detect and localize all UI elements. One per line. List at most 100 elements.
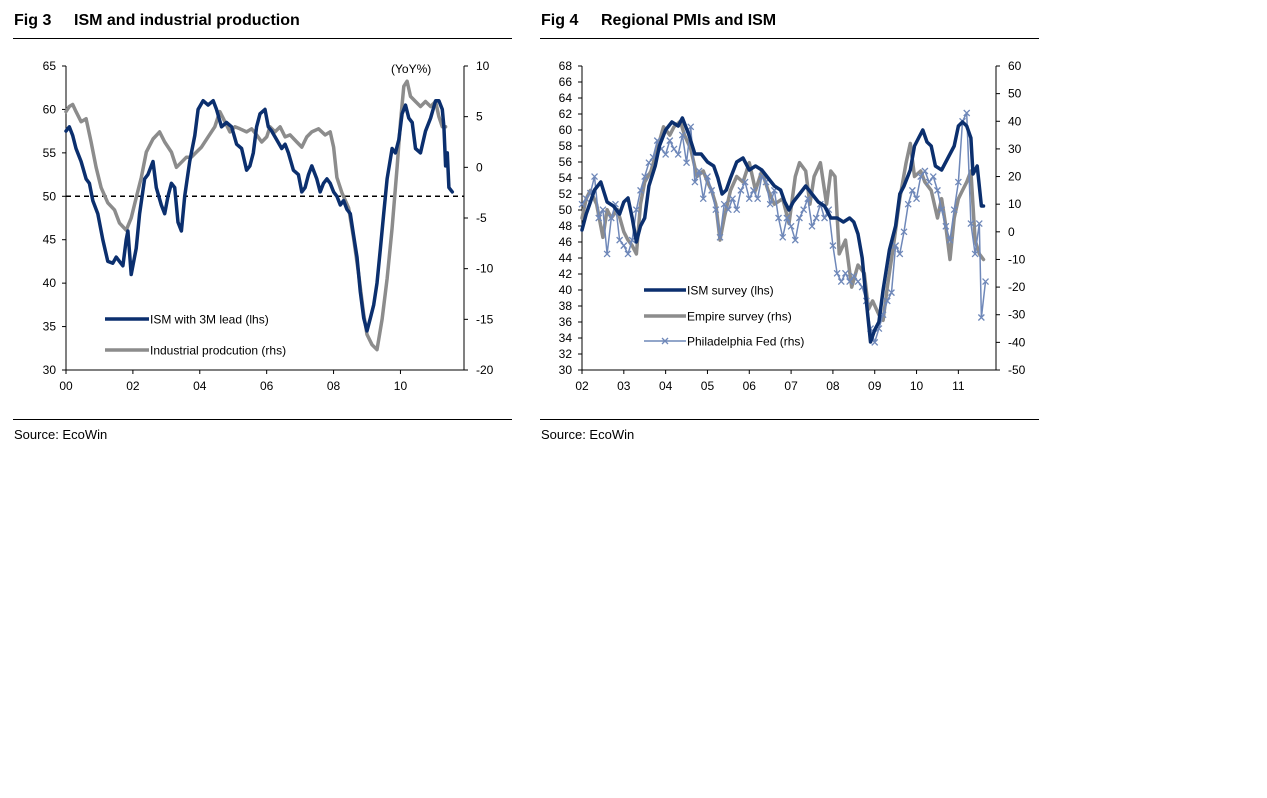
figure-4-chart: 30 32 34 36 38 40 42 44 46 48 50 52 54 56 58 60 62 64 66 68… bbox=[559, 59, 1026, 393]
left-axis-tick-label: 60 bbox=[43, 102, 57, 116]
data-point-marker bbox=[900, 228, 908, 236]
series-line-2 bbox=[64, 79, 448, 352]
legend-label-1: ISM with 3M lead (lhs) bbox=[150, 313, 269, 327]
right-axis-tick-label: -40 bbox=[1008, 335, 1026, 349]
left-axis-tick-label: 56 bbox=[559, 155, 573, 169]
data-point-marker bbox=[854, 278, 862, 286]
data-point-marker bbox=[846, 278, 854, 286]
figure-4-top-rule bbox=[540, 38, 1039, 39]
data-point-marker bbox=[982, 278, 990, 286]
figure-3-bottom-rule bbox=[13, 419, 512, 420]
right-axis-tick-label: -20 bbox=[1008, 280, 1026, 294]
left-axis-tick-label: 32 bbox=[559, 347, 573, 361]
data-point-marker bbox=[925, 178, 933, 186]
left-axis-tick-label: 55 bbox=[43, 146, 57, 160]
legend-marker bbox=[661, 337, 669, 345]
data-point-marker bbox=[800, 206, 808, 214]
right-axis-tick-label: 20 bbox=[1008, 170, 1022, 184]
data-point-marker bbox=[766, 200, 774, 208]
left-axis-tick-label: 50 bbox=[559, 203, 573, 217]
left-axis-tick-label: 35 bbox=[43, 320, 57, 334]
left-axis-tick-label: 46 bbox=[559, 235, 573, 249]
left-axis-tick-label: 52 bbox=[559, 187, 573, 201]
left-axis-tick-label: 62 bbox=[559, 107, 573, 121]
data-point-marker bbox=[729, 195, 737, 203]
left-axis-tick-label: 40 bbox=[43, 276, 57, 290]
data-point-marker bbox=[599, 206, 607, 214]
data-point-marker bbox=[779, 233, 787, 241]
data-point-marker bbox=[977, 314, 985, 321]
data-point-marker bbox=[720, 200, 728, 208]
data-point-marker bbox=[699, 195, 707, 203]
data-point-marker bbox=[695, 167, 703, 175]
left-axis-tick-label: 30 bbox=[43, 363, 57, 377]
right-axis-tick-label: -20 bbox=[476, 363, 494, 377]
x-axis-tick-label: 06 bbox=[743, 379, 757, 393]
data-point-marker bbox=[775, 214, 783, 222]
series-markers-3 bbox=[578, 109, 990, 346]
data-point-marker bbox=[808, 222, 816, 230]
right-axis-tick-label: 10 bbox=[476, 59, 490, 73]
data-point-marker bbox=[603, 250, 611, 258]
x-axis-tick-label: 03 bbox=[617, 379, 631, 393]
left-axis-tick-label: 60 bbox=[559, 123, 573, 137]
data-point-marker bbox=[791, 236, 799, 244]
data-point-marker bbox=[804, 195, 812, 203]
data-point-marker bbox=[850, 272, 858, 280]
left-axis-tick-label: 30 bbox=[559, 363, 573, 377]
right-axis-tick-label: -15 bbox=[476, 312, 494, 326]
right-axis-tick-label: 30 bbox=[1008, 142, 1022, 156]
data-point-marker bbox=[741, 178, 749, 186]
x-axis-tick-label: 07 bbox=[784, 379, 798, 393]
data-point-marker bbox=[946, 236, 954, 244]
left-axis-tick-label: 66 bbox=[559, 75, 573, 89]
data-point-marker bbox=[716, 233, 724, 241]
data-point-marker bbox=[678, 131, 686, 139]
data-point-marker bbox=[670, 145, 678, 153]
figure-4-bottom-rule bbox=[540, 419, 1039, 420]
data-point-marker bbox=[795, 214, 803, 222]
data-point-marker bbox=[745, 195, 753, 203]
left-axis-tick-label: 36 bbox=[559, 315, 573, 329]
data-point-marker bbox=[783, 214, 791, 222]
data-point-marker bbox=[887, 289, 895, 297]
data-point-marker bbox=[582, 195, 590, 203]
legend-label-3: Philadelphia Fed (rhs) bbox=[687, 335, 804, 349]
left-axis-tick-label: 50 bbox=[43, 189, 57, 203]
x-axis-tick-label: 08 bbox=[327, 379, 341, 393]
data-point-marker bbox=[841, 269, 849, 277]
data-point-marker bbox=[833, 269, 841, 277]
x-axis-tick-label: 05 bbox=[701, 379, 715, 393]
left-axis-tick-label: 40 bbox=[559, 283, 573, 297]
series-line-2 bbox=[580, 119, 986, 323]
data-point-marker bbox=[963, 109, 971, 117]
right-axis-tick-label: 0 bbox=[1008, 225, 1015, 239]
legend-label-2: Industrial prodcution (rhs) bbox=[150, 344, 286, 358]
series-line-1 bbox=[580, 116, 986, 344]
data-point-marker bbox=[749, 186, 757, 194]
figure-3-chart: 30 35 40 45 50 55 60 65 -20 -15 -10 -5 0 5 10 00 02 04 06 0… bbox=[43, 59, 494, 393]
data-point-marker bbox=[703, 173, 711, 181]
data-point-marker bbox=[733, 206, 741, 214]
left-axis-tick-label: 64 bbox=[559, 91, 573, 105]
data-point-marker bbox=[674, 150, 682, 158]
x-axis-tick-label: 11 bbox=[952, 379, 965, 393]
x-axis-tick-label: 08 bbox=[826, 379, 840, 393]
figure-4-title: Fig 4 Regional PMIs and ISM bbox=[541, 12, 776, 30]
data-point-marker bbox=[929, 173, 937, 181]
data-point-marker bbox=[942, 222, 950, 230]
data-point-marker bbox=[908, 186, 916, 194]
left-axis-tick-label: 45 bbox=[43, 233, 57, 247]
data-point-marker bbox=[662, 150, 670, 158]
left-axis-tick-label: 54 bbox=[559, 171, 573, 185]
data-point-marker bbox=[737, 186, 745, 194]
data-point-marker bbox=[632, 206, 640, 214]
data-point-marker bbox=[829, 242, 837, 250]
legend-label-1: ISM survey (lhs) bbox=[687, 284, 774, 298]
data-point-marker bbox=[917, 173, 925, 181]
data-point-marker bbox=[954, 178, 962, 186]
right-axis-tick-label: 40 bbox=[1008, 114, 1022, 128]
data-point-marker bbox=[904, 200, 912, 208]
right-axis-tick-label: 5 bbox=[476, 110, 483, 124]
figure-3-panel: Fig 3 ISM and industrial production 30 35 4… bbox=[13, 0, 513, 460]
